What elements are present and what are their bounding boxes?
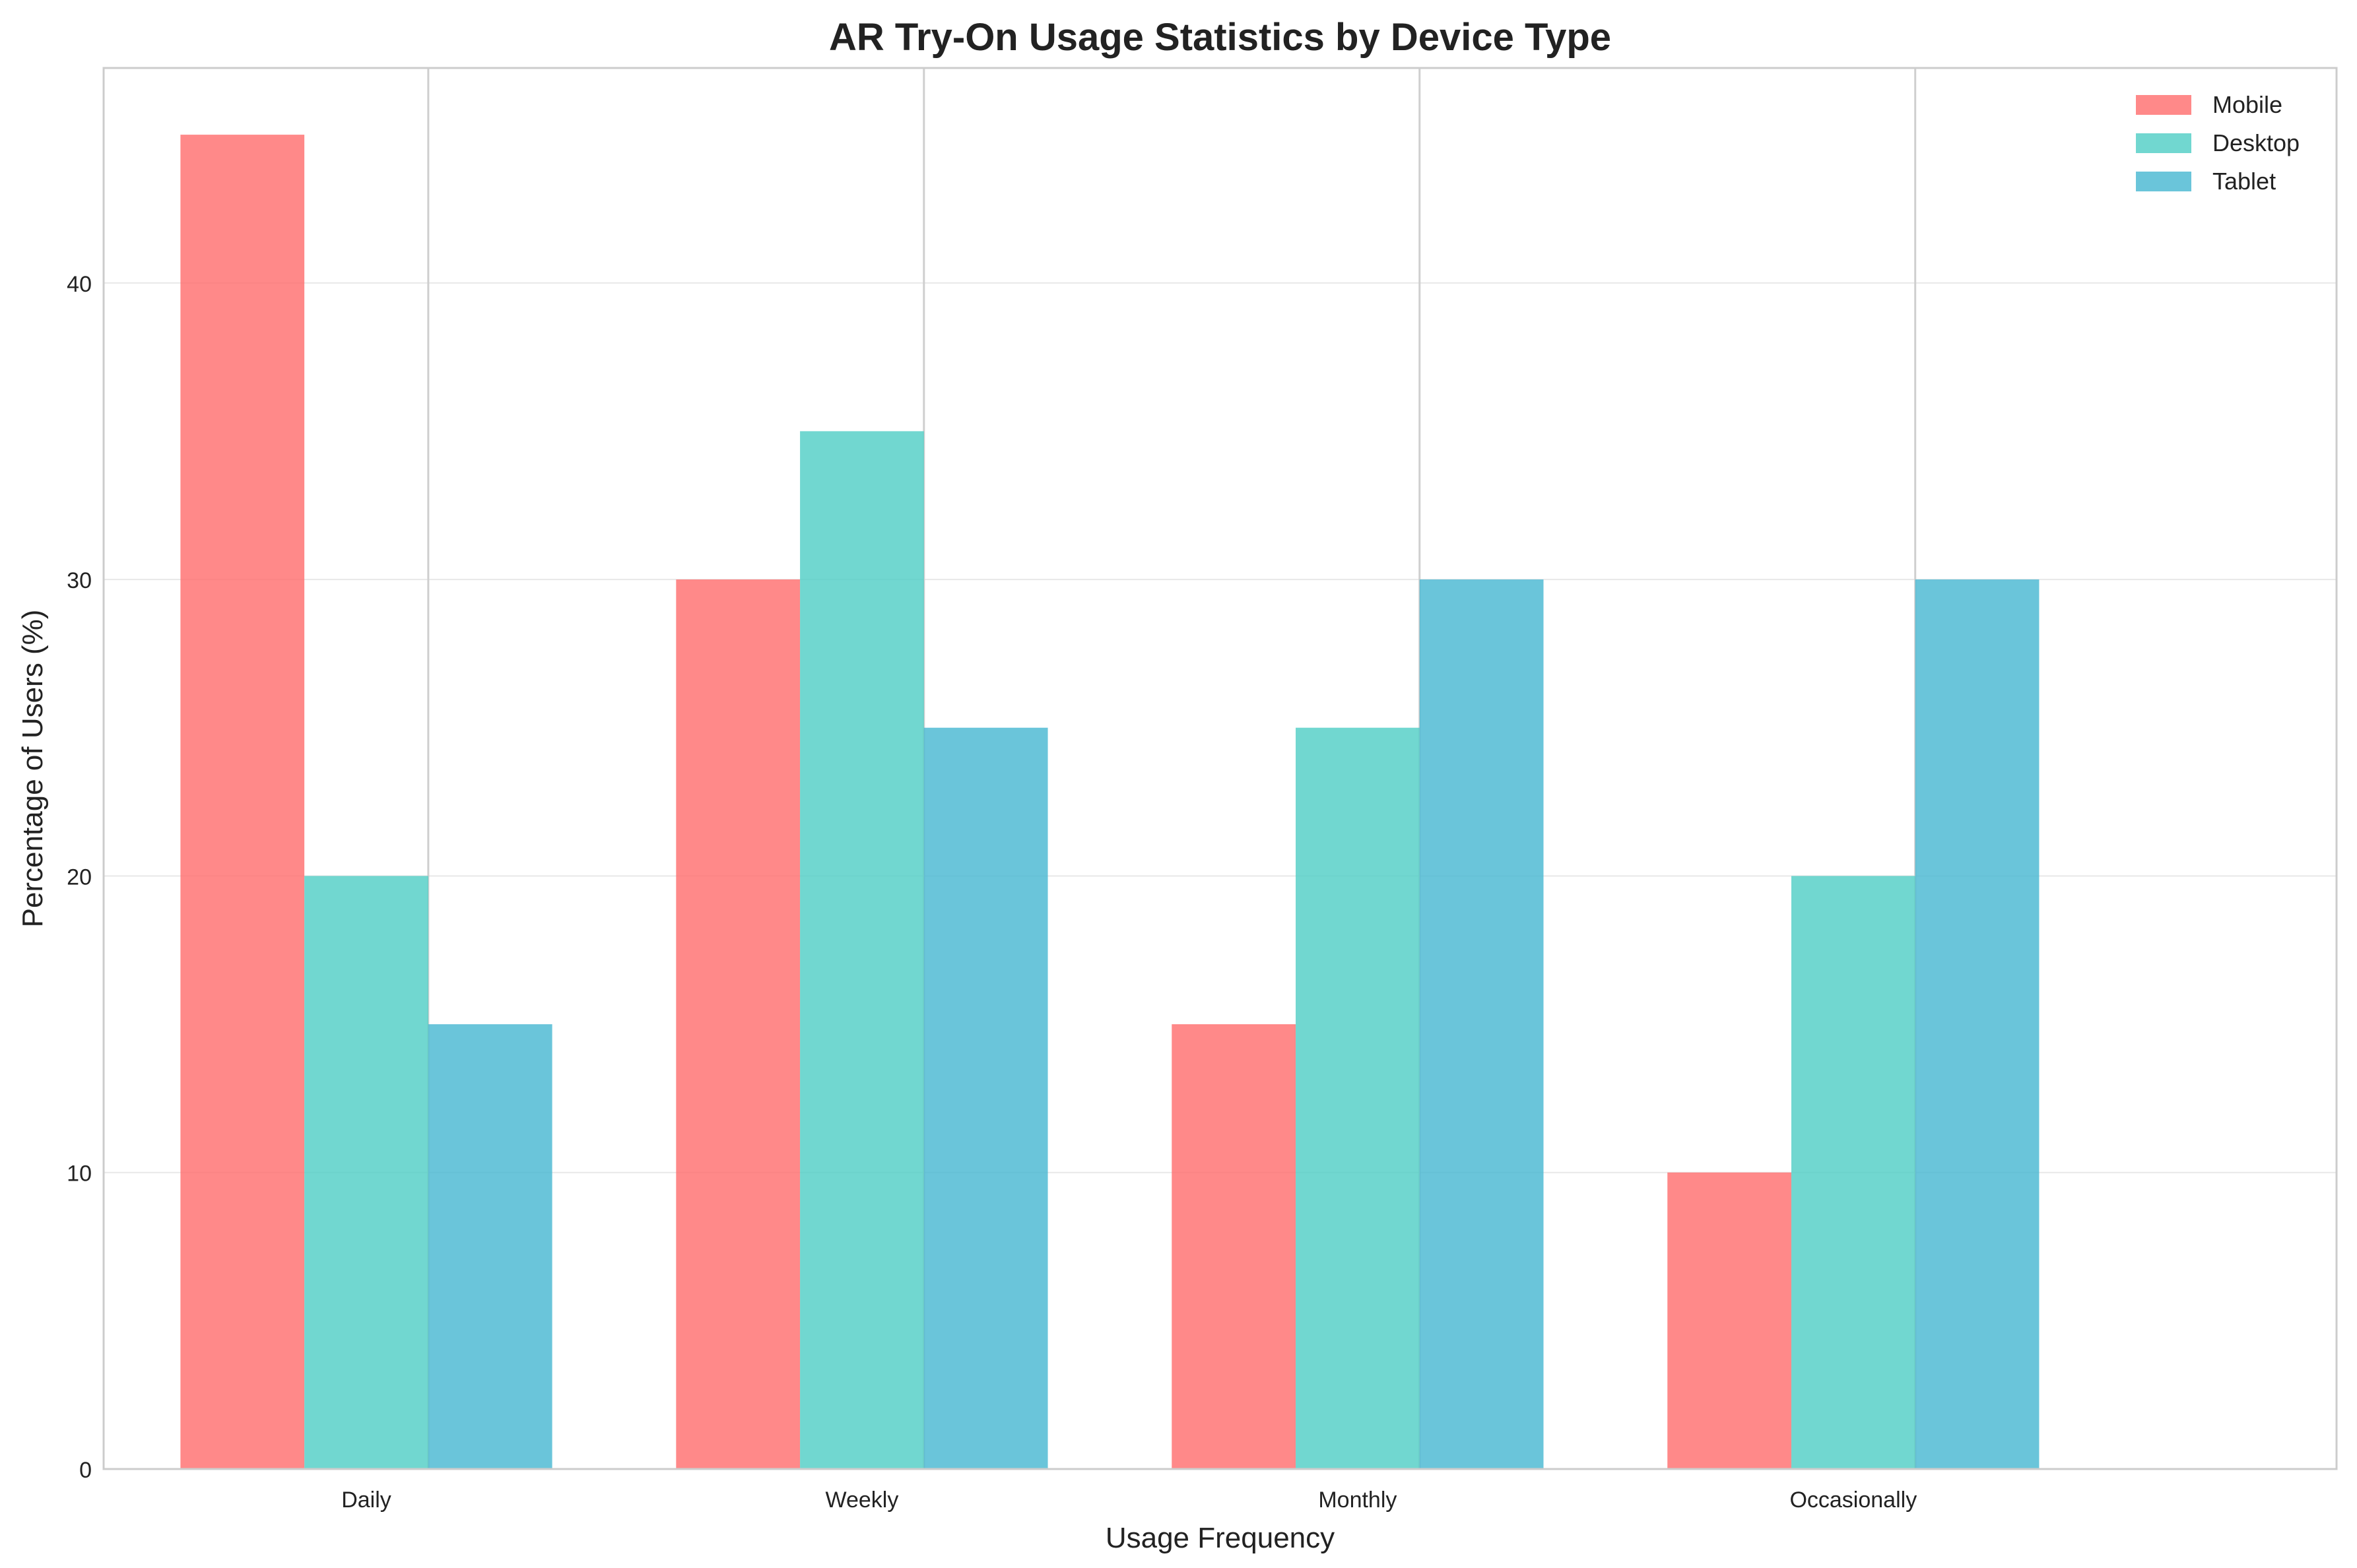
y-tick-label: 20	[67, 865, 92, 890]
y-tick-label: 40	[67, 272, 92, 297]
bar-mobile-monthly	[1172, 1024, 1296, 1469]
bar-tablet-occasionally	[1915, 579, 2040, 1469]
bar-mobile-weekly	[676, 579, 801, 1469]
legend-label-desktop: Desktop	[2212, 129, 2300, 156]
x-axis-label: Usage Frequency	[1106, 1522, 1335, 1554]
y-tick-label: 10	[67, 1161, 92, 1187]
legend-label-tablet: Tablet	[2212, 168, 2276, 195]
bar-desktop-daily	[304, 876, 428, 1469]
bar-tablet-daily	[428, 1024, 552, 1469]
bars-layer	[180, 135, 2040, 1470]
x-tick-label: Occasionally	[1789, 1487, 1917, 1513]
y-axis-label: Percentage of Users (%)	[17, 610, 49, 928]
bar-mobile-daily	[180, 135, 305, 1470]
legend-swatch-tablet	[2136, 172, 2191, 191]
bar-mobile-occasionally	[1667, 1172, 1791, 1469]
bar-desktop-weekly	[800, 431, 924, 1469]
legend: Mobile Desktop Tablet	[2136, 91, 2300, 195]
x-tick-label: Daily	[341, 1487, 391, 1513]
x-ticks: Daily Weekly Monthly Occasionally	[341, 1487, 1917, 1513]
bar-tablet-monthly	[1419, 579, 1544, 1469]
chart-title: AR Try-On Usage Statistics by Device Typ…	[829, 16, 1611, 59]
bar-desktop-monthly	[1296, 727, 1420, 1469]
y-ticks: 0 10 20 30 40	[67, 272, 92, 1483]
y-tick-label: 0	[79, 1458, 92, 1483]
x-tick-label: Weekly	[826, 1487, 899, 1513]
x-tick-label: Monthly	[1318, 1487, 1397, 1513]
y-tick-label: 30	[67, 568, 92, 593]
legend-swatch-mobile	[2136, 95, 2191, 115]
bar-desktop-occasionally	[1791, 876, 1915, 1469]
bar-tablet-weekly	[923, 727, 1048, 1469]
legend-label-mobile: Mobile	[2212, 91, 2282, 118]
legend-swatch-desktop	[2136, 133, 2191, 153]
plot-frame	[102, 67, 2338, 1470]
